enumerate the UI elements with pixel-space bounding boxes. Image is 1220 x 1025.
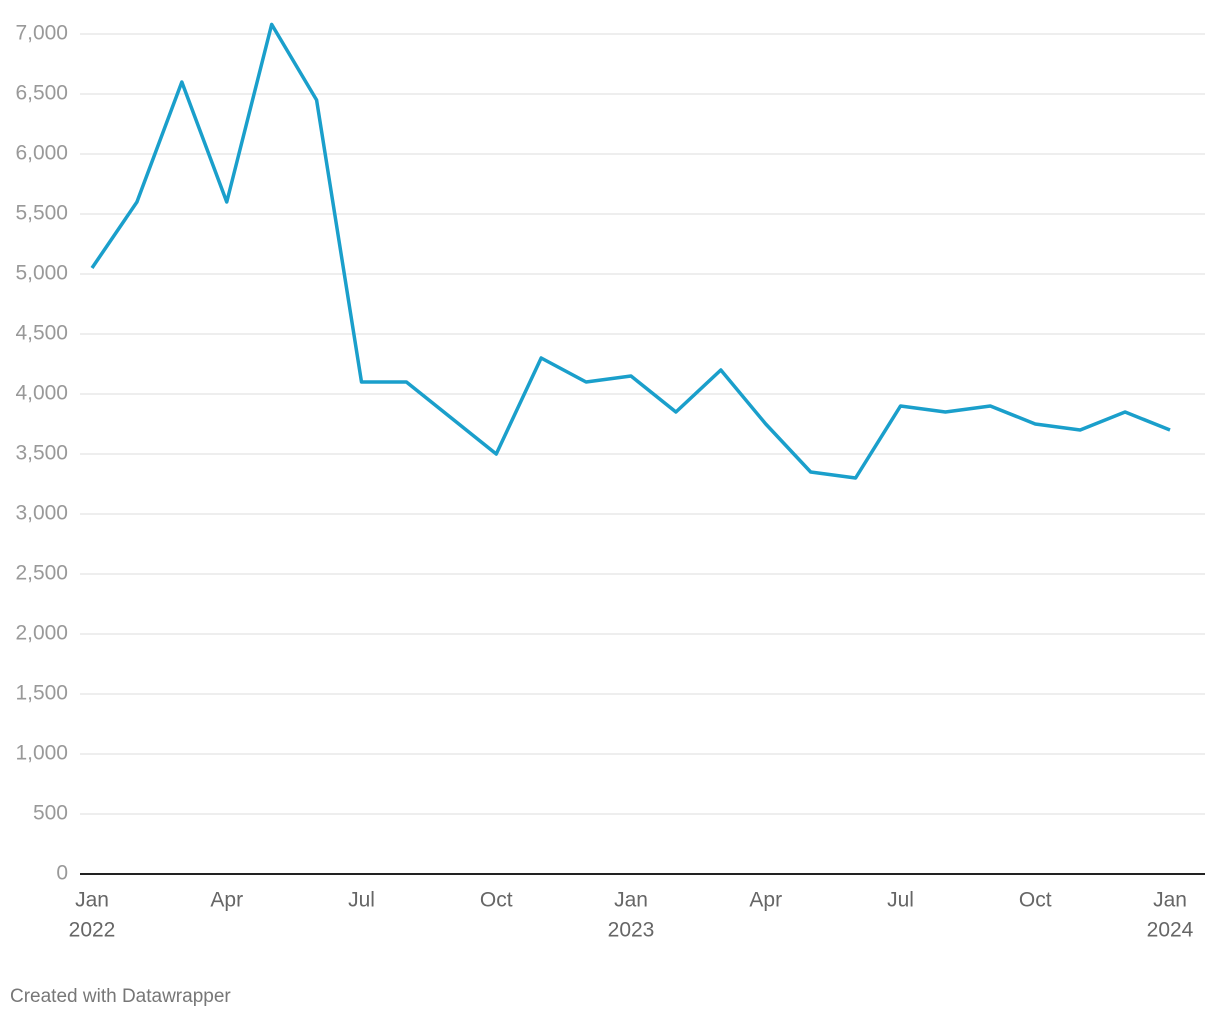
y-tick-label: 500 bbox=[33, 802, 68, 825]
x-tick-label: Jan bbox=[614, 889, 648, 912]
x-tick-label: Apr bbox=[749, 889, 782, 912]
x-tick-label: Jul bbox=[348, 889, 375, 912]
y-tick-label: 4,000 bbox=[15, 382, 68, 405]
data-line bbox=[90, 22, 1171, 480]
x-tick-label: Jan bbox=[1153, 889, 1187, 912]
x-year-label: 2024 bbox=[1147, 919, 1194, 942]
x-tick-label: Oct bbox=[480, 889, 513, 912]
x-tick-label: Jul bbox=[887, 889, 914, 912]
y-tick-label: 2,500 bbox=[15, 562, 68, 585]
x-year-label: 2022 bbox=[69, 919, 116, 942]
source-note: Created with Datawrapper bbox=[10, 986, 231, 1007]
y-tick-label: 2,000 bbox=[15, 622, 68, 645]
y-tick-label: 4,500 bbox=[15, 322, 68, 345]
y-tick-label: 7,000 bbox=[15, 22, 68, 45]
x-tick-label: Apr bbox=[210, 889, 243, 912]
x-tick-label: Oct bbox=[1019, 889, 1052, 912]
y-tick-label: 5,500 bbox=[15, 202, 68, 225]
x-tick-label: Jan bbox=[75, 889, 109, 912]
y-tick-label: 3,500 bbox=[15, 442, 68, 465]
y-tick-label: 5,000 bbox=[15, 262, 68, 285]
y-tick-label: 6,500 bbox=[15, 82, 68, 105]
y-tick-label: 1,000 bbox=[15, 742, 68, 765]
y-tick-label: 3,000 bbox=[15, 502, 68, 525]
y-tick-label: 6,000 bbox=[15, 142, 68, 165]
y-tick-label: 0 bbox=[56, 862, 68, 885]
x-year-label: 2023 bbox=[608, 919, 655, 942]
y-tick-label: 1,500 bbox=[15, 682, 68, 705]
